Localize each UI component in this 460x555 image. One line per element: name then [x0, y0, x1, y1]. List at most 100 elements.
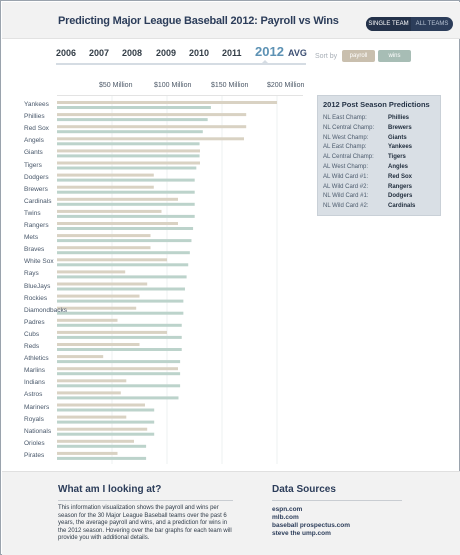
payroll-bar[interactable] [57, 330, 167, 334]
wins-bar[interactable] [57, 142, 200, 146]
team-label[interactable]: Tigers [24, 161, 42, 169]
team-label[interactable]: Red Sox [24, 125, 49, 133]
year-tab-2007[interactable]: 2007 [89, 48, 110, 58]
sort-wins-button[interactable]: wins [378, 50, 411, 62]
payroll-bar[interactable] [57, 306, 137, 310]
payroll-bar[interactable] [57, 222, 178, 225]
payroll-bar[interactable] [57, 367, 178, 371]
wins-bar[interactable] [57, 118, 208, 122]
wins-bar[interactable] [57, 239, 192, 243]
payroll-bar[interactable] [57, 318, 118, 322]
year-tab-2008[interactable]: 2008 [122, 48, 143, 58]
wins-bar[interactable] [57, 251, 190, 255]
wins-bar[interactable] [57, 372, 181, 376]
payroll-bar[interactable] [57, 294, 140, 298]
wins-bar[interactable] [57, 166, 197, 170]
wins-bar[interactable] [57, 202, 195, 206]
wins-bar[interactable] [57, 287, 185, 291]
payroll-bar[interactable] [57, 101, 277, 104]
team-label[interactable]: Mariners [24, 403, 50, 411]
wins-bar[interactable] [57, 106, 211, 109]
wins-bar[interactable] [57, 227, 194, 230]
team-label[interactable]: Mets [24, 234, 39, 242]
team-label[interactable]: BlueJays [24, 282, 51, 290]
team-label[interactable]: Giants [24, 149, 43, 157]
team-label[interactable]: Yankees [24, 101, 49, 108]
wins-bar[interactable] [57, 396, 179, 400]
team-label[interactable]: Brewers [24, 185, 48, 193]
team-label[interactable]: Marlins [24, 367, 45, 375]
team-label[interactable]: Pirates [24, 451, 45, 459]
year-tab-2011[interactable]: 2011 [222, 48, 242, 58]
payroll-bar[interactable] [57, 173, 154, 177]
payroll-bar[interactable] [57, 246, 151, 250]
payroll-bar[interactable] [57, 258, 167, 262]
wins-bar[interactable] [57, 263, 189, 267]
sort-payroll-button[interactable]: payroll [342, 50, 375, 62]
wins-bar[interactable] [57, 408, 155, 412]
year-tab-2006[interactable]: 2006 [56, 48, 77, 58]
team-label[interactable]: Padres [24, 318, 45, 326]
wins-bar[interactable] [57, 444, 147, 448]
payroll-bar[interactable] [57, 209, 162, 213]
team-label[interactable]: Angels [24, 137, 44, 145]
payroll-bar[interactable] [57, 379, 127, 383]
wins-bar[interactable] [57, 384, 181, 388]
team-label[interactable]: Rockies [24, 294, 48, 302]
wins-bar[interactable] [57, 299, 184, 303]
payroll-bar[interactable] [57, 125, 247, 129]
source-link[interactable]: espn.com [272, 506, 303, 513]
wins-bar[interactable] [57, 456, 147, 460]
wins-bar[interactable] [57, 348, 182, 351]
wins-bar[interactable] [57, 154, 200, 158]
source-link[interactable]: baseball prospectus.com [272, 522, 351, 529]
payroll-bar[interactable] [57, 113, 247, 117]
team-label[interactable]: Indians [24, 379, 45, 387]
payroll-bar[interactable] [57, 234, 151, 238]
wins-bar[interactable] [57, 420, 155, 424]
team-label[interactable]: Rays [24, 270, 39, 278]
team-label[interactable]: Cardinals [24, 197, 52, 205]
team-label[interactable]: Phillies [24, 113, 45, 121]
wins-bar[interactable] [57, 323, 182, 327]
source-link[interactable]: steve the ump.com [272, 530, 331, 537]
year-tab-2009[interactable]: 2009 [156, 48, 177, 58]
wins-bar[interactable] [57, 190, 195, 194]
team-label[interactable]: Reds [24, 343, 40, 350]
year-tab-2012[interactable]: 2012 [255, 44, 284, 59]
wins-bar[interactable] [57, 360, 181, 364]
payroll-bar[interactable] [57, 403, 145, 407]
team-label[interactable]: Rangers [24, 222, 49, 229]
payroll-bar[interactable] [57, 439, 134, 443]
team-label[interactable]: Nationals [24, 427, 52, 435]
year-tab-avg[interactable]: AVG [288, 48, 307, 58]
payroll-bar[interactable] [57, 355, 104, 359]
team-label[interactable]: Diamondbacks [24, 306, 67, 314]
wins-bar[interactable] [57, 130, 203, 134]
team-label[interactable]: Cubs [24, 330, 40, 338]
wins-bar[interactable] [57, 214, 195, 218]
source-link[interactable]: mlb.com [272, 514, 299, 521]
single-team-toggle[interactable]: SINGLE TEAM [366, 17, 411, 31]
payroll-bar[interactable] [57, 161, 200, 165]
year-tab-2010[interactable]: 2010 [189, 48, 210, 58]
team-label[interactable]: Orioles [24, 439, 45, 447]
payroll-bar[interactable] [57, 149, 200, 153]
payroll-bar[interactable] [57, 343, 140, 346]
team-label[interactable]: Dodgers [24, 173, 49, 181]
payroll-bar[interactable] [57, 391, 121, 395]
team-label[interactable]: Twins [24, 209, 41, 217]
payroll-bar[interactable] [57, 451, 118, 455]
payroll-bar[interactable] [57, 282, 148, 286]
team-label[interactable]: Royals [24, 415, 44, 423]
payroll-bar[interactable] [57, 137, 244, 141]
all-teams-toggle[interactable]: ALL TEAMS [415, 21, 449, 27]
team-label[interactable]: Athletics [24, 355, 49, 363]
payroll-bar[interactable] [57, 270, 126, 274]
wins-bar[interactable] [57, 275, 187, 279]
team-label[interactable]: Braves [24, 246, 45, 254]
payroll-bar[interactable] [57, 185, 154, 189]
wins-bar[interactable] [57, 432, 155, 436]
payroll-bar[interactable] [57, 415, 127, 419]
payroll-bar[interactable] [57, 197, 178, 201]
